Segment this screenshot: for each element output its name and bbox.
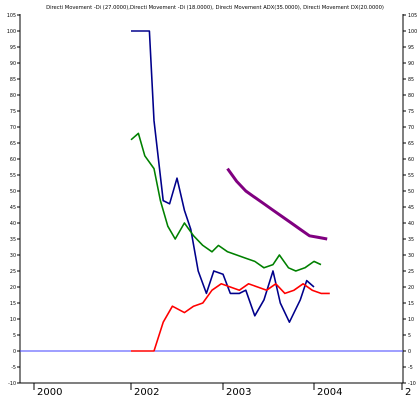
y-tick-label-left: 65 <box>10 141 16 147</box>
y-tick-label-right: -10 <box>408 381 416 387</box>
y-tick-label-left: 20 <box>10 285 16 291</box>
y-tick-label-left: 0 <box>13 349 16 355</box>
series-line-3 <box>131 282 330 352</box>
x-axis: 2000 2002 2003 2004 2 <box>33 383 411 398</box>
y-tick-label-right: 100 <box>408 29 417 35</box>
x-tick-label: 2 <box>405 387 411 398</box>
y-tick-label-right: 80 <box>408 93 414 99</box>
y-tick-label-left: 95 <box>10 45 16 51</box>
y-tick-label-left: 25 <box>10 269 16 275</box>
y-tick-label-right: 30 <box>408 253 414 259</box>
y-tick-label-right: 5 <box>408 333 411 339</box>
y-tick-label-right: 20 <box>408 285 414 291</box>
y-tick-label-left: 60 <box>10 157 16 163</box>
x-tick-label: 2000 <box>37 387 62 398</box>
x-tick-label: 2002 <box>134 387 159 398</box>
y-tick-label-right: 55 <box>408 173 414 179</box>
y-tick-label-left: 35 <box>10 237 16 243</box>
y-tick-label-left: 50 <box>10 189 16 195</box>
y-tick-label-left: 100 <box>7 29 16 35</box>
y-tick-label-left: 10 <box>10 317 16 323</box>
y-tick-label-right: 105 <box>408 13 417 19</box>
y-tick-label-left: 80 <box>10 93 16 99</box>
y-tick-label-right: 75 <box>408 109 414 115</box>
y-tick-label-right: -5 <box>408 365 413 371</box>
y-tick-label-right: 10 <box>408 317 414 323</box>
x-tick-label: 2004 <box>317 387 342 398</box>
series-line-2 <box>130 132 322 272</box>
series-layer <box>130 30 330 352</box>
y-tick-label-left: -10 <box>8 381 16 387</box>
y-tick-label-left: 70 <box>10 125 16 131</box>
y-tick-label-left: 30 <box>10 253 16 259</box>
y-tick-label-left: -5 <box>11 365 16 371</box>
y-tick-label-left: 40 <box>10 221 16 227</box>
y-tick-label-right: 15 <box>408 301 414 307</box>
y-tick-label-left: 85 <box>10 77 16 83</box>
y-tick-label-right: 0 <box>408 349 411 355</box>
y-tick-label-left: 5 <box>13 333 16 339</box>
y-tick-label-right: 65 <box>408 141 414 147</box>
y-axis-left: -10 -5 0 5 10 15 20 25 30 35 40 45 50 55 60 65 70 75 80 85 9… <box>7 13 20 387</box>
chart-title: Directi Movement -Di (27.0000),Directi M… <box>46 5 384 11</box>
y-tick-label-right: 40 <box>408 221 414 227</box>
y-tick-label-right: 50 <box>408 189 414 195</box>
y-tick-label-right: 70 <box>408 125 414 131</box>
y-tick-label-right: 45 <box>408 205 414 211</box>
y-tick-label-left: 55 <box>10 173 16 179</box>
series-line-4 <box>226 167 328 241</box>
y-axis-right: -10 -5 0 5 10 15 20 25 30 35 40 45 50 55 60 65 70 75 80 85 9… <box>403 13 417 387</box>
y-tick-label-right: 85 <box>408 77 414 83</box>
y-tick-label-right: 25 <box>408 269 414 275</box>
x-tick-label: 2003 <box>226 387 251 398</box>
y-tick-label-right: 90 <box>408 61 414 67</box>
y-tick-label-left: 15 <box>10 301 16 307</box>
y-tick-label-right: 35 <box>408 237 414 243</box>
y-tick-label-left: 90 <box>10 61 16 67</box>
plot-frame <box>19 14 404 384</box>
y-tick-label-left: 75 <box>10 109 16 115</box>
y-tick-label-left: 105 <box>7 13 16 19</box>
y-tick-label-right: 95 <box>408 45 414 51</box>
series-line-1 <box>131 30 315 324</box>
y-tick-label-left: 45 <box>10 205 16 211</box>
y-tick-label-right: 60 <box>408 157 414 163</box>
